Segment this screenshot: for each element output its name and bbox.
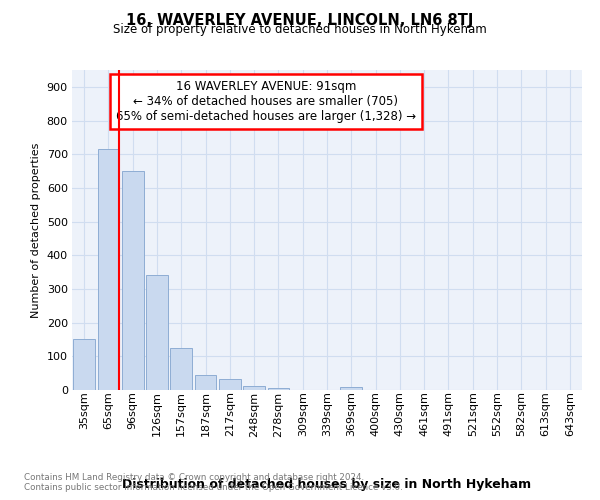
Bar	[170, 348, 192, 390]
X-axis label: Distribution of detached houses by size in North Hykeham: Distribution of detached houses by size …	[122, 478, 532, 491]
Text: Contains HM Land Registry data © Crown copyright and database right 2024.: Contains HM Land Registry data © Crown c…	[24, 472, 364, 482]
Bar	[97, 149, 119, 390]
Bar	[268, 388, 289, 390]
Bar	[219, 379, 241, 390]
Bar	[73, 340, 95, 390]
Bar	[194, 375, 217, 390]
Bar	[340, 386, 362, 390]
Text: Contains public sector information licensed under the Open Government Licence v3: Contains public sector information licen…	[24, 482, 403, 492]
Text: Size of property relative to detached houses in North Hykeham: Size of property relative to detached ho…	[113, 22, 487, 36]
Y-axis label: Number of detached properties: Number of detached properties	[31, 142, 41, 318]
Text: 16, WAVERLEY AVENUE, LINCOLN, LN6 8TJ: 16, WAVERLEY AVENUE, LINCOLN, LN6 8TJ	[127, 12, 473, 28]
Bar	[122, 171, 143, 390]
Bar	[146, 276, 168, 390]
Text: 16 WAVERLEY AVENUE: 91sqm
← 34% of detached houses are smaller (705)
65% of semi: 16 WAVERLEY AVENUE: 91sqm ← 34% of detac…	[116, 80, 416, 122]
Bar	[243, 386, 265, 390]
